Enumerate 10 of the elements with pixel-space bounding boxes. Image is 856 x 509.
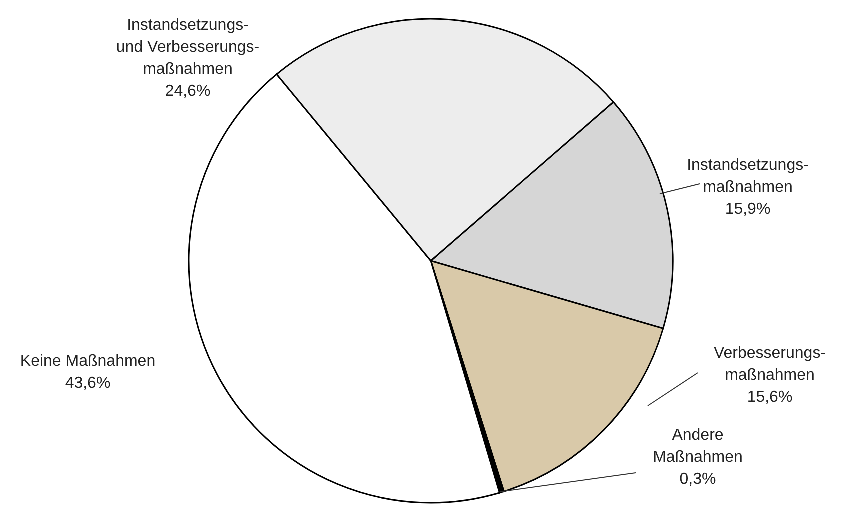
slice-label: Instandsetzungs- maßnahmen: [687, 157, 809, 196]
data-label: 43,6%: [65, 375, 111, 392]
data-label: 24,6%: [165, 83, 211, 100]
slice-label: Verbesserungs- maßnahmen: [714, 345, 826, 384]
slice-label: Keine Maßnahmen: [20, 353, 156, 370]
data-label: 15,9%: [725, 201, 771, 218]
data-label: 15,6%: [747, 389, 793, 406]
slice-label: Instandsetzungs- und Verbesserungs- maßnahmen: [116, 17, 260, 78]
data-label: 0,3%: [680, 471, 716, 488]
slice-label: Andere Maßnahmen: [653, 427, 743, 466]
